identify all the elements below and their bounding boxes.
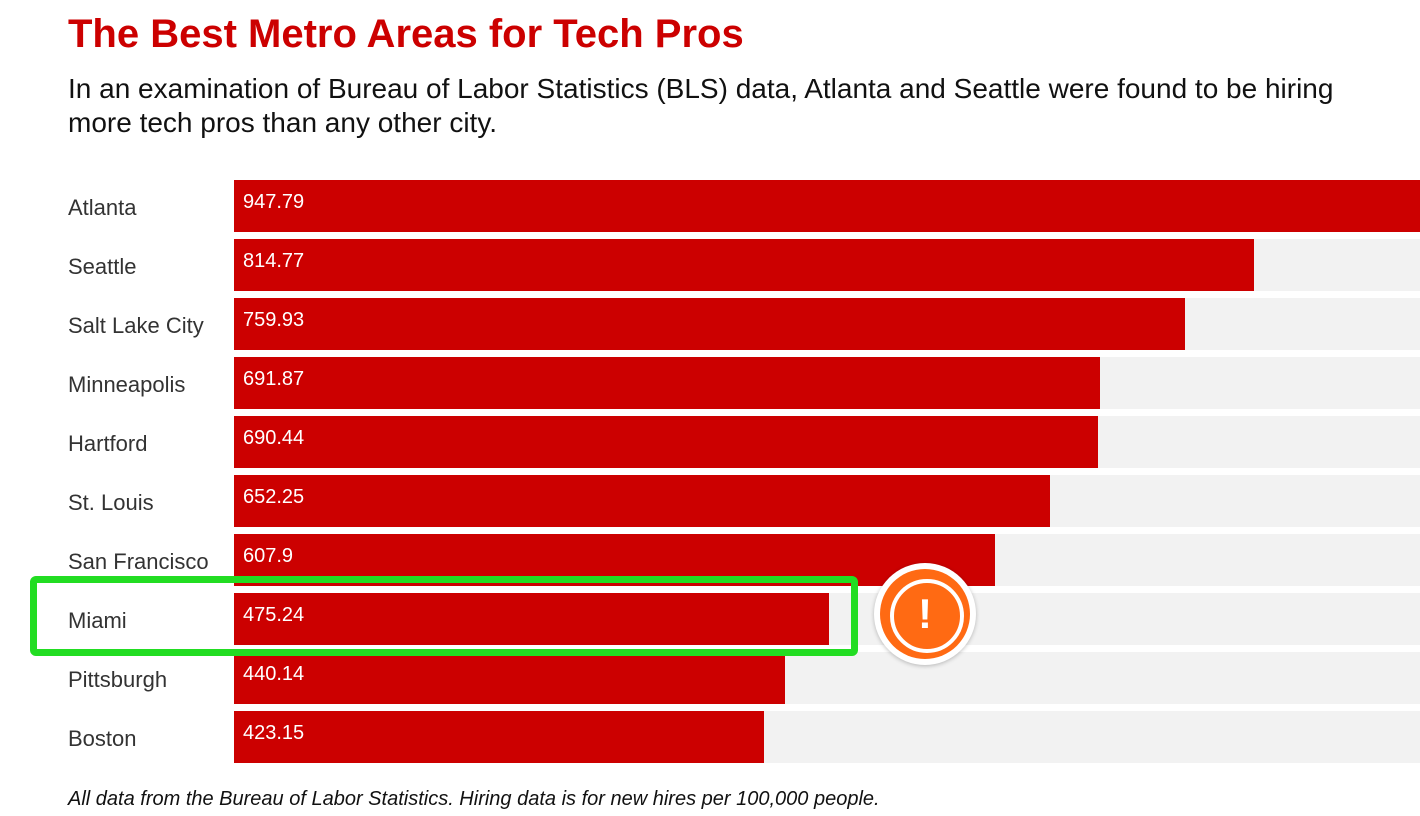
- bar: 690.44: [234, 416, 1098, 468]
- bar-value-label: 652.25: [243, 486, 305, 508]
- bar-value-label: 759.93: [243, 309, 305, 331]
- alert-badge: !: [874, 563, 976, 665]
- bar-row: Salt Lake City 759.93: [0, 298, 1420, 350]
- bar: 947.79: [234, 180, 1420, 232]
- bar-value-label: 691.87: [243, 368, 305, 390]
- bar-row: Pittsburgh 440.14: [0, 652, 1420, 704]
- bar-track: 440.14: [234, 652, 1420, 704]
- category-label: Seattle: [68, 254, 137, 279]
- bar-track: 814.77: [234, 239, 1420, 291]
- bar-track: 691.87: [234, 357, 1420, 409]
- bar-track: 759.93: [234, 298, 1420, 350]
- category-label: Salt Lake City: [68, 313, 204, 338]
- bar: 814.77: [234, 239, 1254, 291]
- bar: 691.87: [234, 357, 1100, 409]
- bar-row: Seattle 814.77: [0, 239, 1420, 291]
- bar-value-label: 814.77: [243, 250, 305, 272]
- bar-value-label: 475.24: [243, 604, 305, 626]
- bar-row: Minneapolis 691.87: [0, 357, 1420, 409]
- alert-ring: [890, 579, 964, 653]
- alert-circle: !: [880, 569, 970, 659]
- chart-subtitle: In an examination of Bureau of Labor Sta…: [68, 73, 1334, 138]
- bar-value-label: 947.79: [243, 191, 305, 213]
- bar-row: Miami 475.24: [0, 593, 1420, 645]
- category-label: Miami: [68, 608, 127, 633]
- bar: 440.14: [234, 652, 785, 704]
- category-label: Atlanta: [68, 195, 137, 220]
- category-label: St. Louis: [68, 490, 154, 515]
- bar-track: 690.44: [234, 416, 1420, 468]
- bar-row: St. Louis 652.25: [0, 475, 1420, 527]
- bar-track: 423.15: [234, 711, 1420, 763]
- category-label: Minneapolis: [68, 372, 186, 397]
- bar-track: 475.24: [234, 593, 1420, 645]
- category-label: Boston: [68, 726, 137, 751]
- alert-exclamation-icon: !: [918, 590, 932, 637]
- bar-value-label: 690.44: [243, 427, 305, 449]
- bar-row: Hartford 690.44: [0, 416, 1420, 468]
- bar-track: 652.25: [234, 475, 1420, 527]
- miami-highlight-box: [30, 576, 858, 656]
- bar: 652.25: [234, 475, 1050, 527]
- bar-row: Atlanta 947.79: [0, 180, 1420, 232]
- chart-footnote: All data from the Bureau of Labor Statis…: [68, 788, 880, 810]
- bar-row: Boston 423.15: [0, 711, 1420, 763]
- category-label: Pittsburgh: [68, 667, 168, 692]
- bar: 759.93: [234, 298, 1185, 350]
- bar: 423.15: [234, 711, 764, 763]
- bar-track: 947.79: [234, 180, 1420, 232]
- chart-title: The Best Metro Areas for Tech Pros: [68, 12, 744, 56]
- alert-exclamation-glyph: !: [918, 590, 932, 637]
- bar-value-label: 440.14: [243, 663, 305, 685]
- category-label: San Francisco: [68, 549, 209, 574]
- bar-value-label: 423.15: [243, 722, 305, 744]
- category-label: Hartford: [68, 431, 148, 456]
- bar-value-label: 607.9: [243, 545, 294, 567]
- bar: 475.24: [234, 593, 829, 645]
